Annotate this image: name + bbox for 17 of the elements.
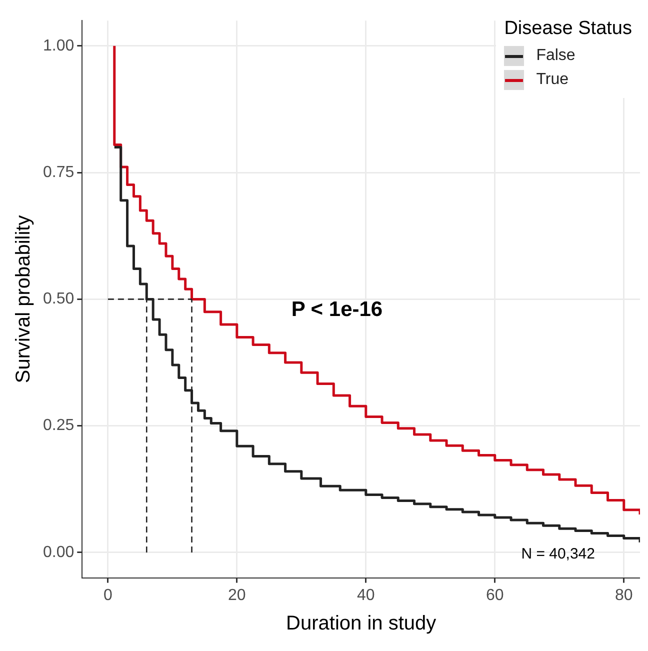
legend-title: Disease Status xyxy=(504,18,632,40)
y-tick-label: 0.75 xyxy=(43,164,74,181)
y-tick-label: 0.00 xyxy=(43,544,74,561)
x-axis-title: Duration in study xyxy=(286,612,436,635)
x-tick-label: 80 xyxy=(614,586,633,604)
annotation: N = 40,342 xyxy=(521,545,595,562)
x-tick-label: 40 xyxy=(357,586,375,604)
legend-label: True xyxy=(536,71,569,89)
x-tick-label: 60 xyxy=(486,586,504,604)
x-tick-label: 0 xyxy=(103,586,112,604)
legend-label: False xyxy=(536,47,576,65)
annotation: P < 1e-16 xyxy=(291,298,383,322)
y-axis-title: Survival probability xyxy=(12,215,35,384)
y-tick-label: 0.25 xyxy=(43,417,74,434)
y-tick-label: 0.50 xyxy=(43,290,74,308)
y-tick-label: 1.00 xyxy=(43,37,74,54)
x-tick-label: 20 xyxy=(228,586,246,604)
